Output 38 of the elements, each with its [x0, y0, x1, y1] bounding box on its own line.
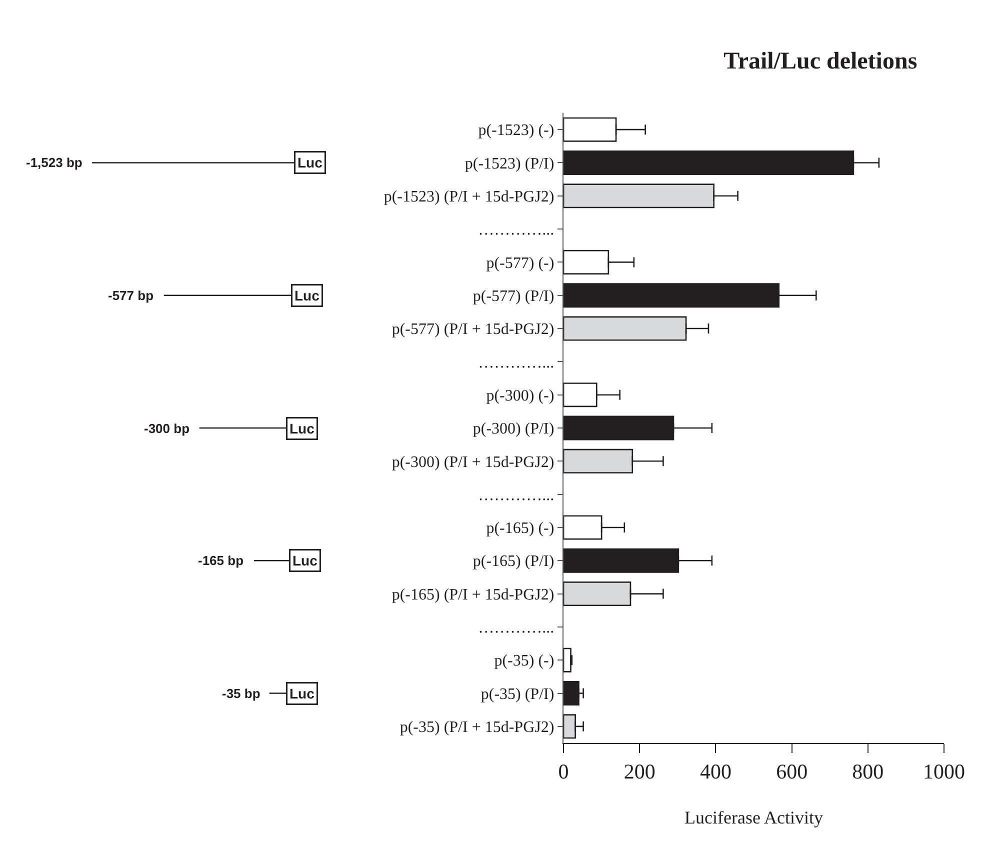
y-tick-label: p(-577) (P/I + 15d-PGJ2) — [392, 321, 554, 338]
text: Luc — [290, 686, 315, 702]
y-tick-label: …………... — [478, 620, 554, 637]
y-tick-label: p(-35) (P/I) — [480, 686, 554, 703]
chart-title: Trail/Luc deletions — [724, 48, 918, 74]
x-tick-label: 400 — [700, 759, 732, 784]
x-tick-label: 600 — [776, 759, 808, 784]
x-tick-label: 0 — [558, 759, 569, 784]
y-tick-label: p(-1523) (P/I) — [464, 155, 554, 172]
y-tick-label: p(-165) (-) — [486, 520, 554, 538]
x-tick-label: 200 — [624, 759, 656, 784]
text: -300 bp — [144, 421, 190, 436]
y-tick-label: p(-165) (P/I) — [472, 553, 554, 570]
y-tick-label: p(-577) (-) — [486, 254, 554, 272]
y-tick-label: p(-1523) (P/I + 15d-PGJ2) — [384, 188, 554, 206]
y-tick-label: p(-35) (P/I + 15d-PGJ2) — [400, 719, 554, 736]
x-tick-label: 800 — [852, 759, 884, 784]
y-tick-label: …………... — [478, 354, 554, 372]
y-tick-label: …………... — [478, 222, 554, 239]
text: Luc — [290, 420, 315, 436]
x-axis-title: Luciferase Activity — [684, 807, 823, 828]
y-tick-label: p(-300) (P/I) — [472, 420, 554, 438]
text: Luc — [294, 288, 320, 304]
y-tick-label: p(-165) (P/I + 15d-PGJ2) — [392, 586, 554, 604]
y-tick-label: p(-35) (-) — [494, 652, 554, 670]
x-tick-label: 1000 — [923, 759, 966, 784]
text: -577 bp — [108, 288, 154, 303]
text: Luc — [292, 552, 318, 568]
y-tick-label: p(-577) (P/I) — [472, 288, 554, 305]
y-tick-label: p(-1523) (-) — [478, 122, 554, 140]
text: -1,523 bp — [26, 155, 82, 170]
text: -165 bp — [198, 553, 244, 568]
y-tick-label: p(-300) (-) — [486, 387, 554, 404]
bar — [564, 648, 572, 672]
y-tick-label: …………... — [478, 486, 554, 504]
y-tick-label: p(-300) (P/I + 15d-PGJ2) — [392, 454, 554, 471]
text: -35 bp — [222, 686, 260, 701]
text: Luc — [298, 154, 323, 170]
